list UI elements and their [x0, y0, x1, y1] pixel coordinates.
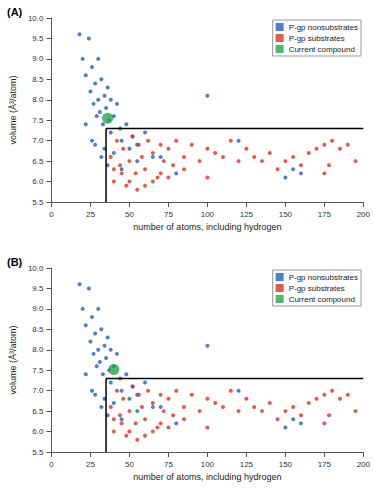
svg-text:Current compound: Current compound [289, 45, 355, 54]
svg-text:6.5: 6.5 [32, 407, 44, 416]
svg-text:(A): (A) [7, 6, 23, 18]
svg-text:100: 100 [201, 460, 215, 469]
svg-text:P-gp substrates: P-gp substrates [289, 34, 345, 43]
svg-text:P-gp nonsubstrates: P-gp nonsubstrates [289, 23, 358, 32]
svg-text:150: 150 [279, 210, 293, 219]
svg-text:175: 175 [318, 460, 332, 469]
svg-text:(B): (B) [7, 256, 23, 268]
svg-text:50: 50 [125, 460, 134, 469]
svg-text:9.5: 9.5 [32, 34, 44, 43]
svg-text:10.0: 10.0 [28, 14, 44, 23]
svg-text:8.0: 8.0 [32, 345, 44, 354]
svg-text:150: 150 [279, 460, 293, 469]
svg-text:P-gp substrates: P-gp substrates [289, 284, 345, 293]
svg-text:6.5: 6.5 [32, 157, 44, 166]
svg-text:7.0: 7.0 [32, 136, 44, 145]
svg-text:9.0: 9.0 [32, 304, 44, 313]
svg-text:Current compound: Current compound [289, 295, 355, 304]
svg-text:7.5: 7.5 [32, 366, 44, 375]
svg-text:25: 25 [86, 460, 95, 469]
svg-text:7.5: 7.5 [32, 116, 44, 125]
svg-text:volume (Å³/atom): volume (Å³/atom) [8, 325, 18, 394]
svg-text:6.0: 6.0 [32, 427, 44, 436]
svg-text:8.0: 8.0 [32, 95, 44, 104]
svg-text:8.5: 8.5 [32, 325, 44, 334]
svg-text:0: 0 [49, 460, 54, 469]
svg-text:9.5: 9.5 [32, 284, 44, 293]
svg-text:number of atoms, including hyd: number of atoms, including hydrogen [133, 222, 281, 232]
svg-text:5.5: 5.5 [32, 448, 44, 457]
svg-text:volume (Å³/atom): volume (Å³/atom) [8, 75, 18, 144]
svg-text:8.5: 8.5 [32, 75, 44, 84]
svg-text:P-gp nonsubstrates: P-gp nonsubstrates [289, 273, 358, 282]
svg-text:125: 125 [240, 460, 254, 469]
svg-text:number of atoms, including hyd: number of atoms, including hydrogen [133, 472, 281, 482]
svg-text:200: 200 [357, 210, 371, 219]
svg-text:75: 75 [164, 210, 173, 219]
svg-text:5.5: 5.5 [32, 198, 44, 207]
svg-text:7.0: 7.0 [32, 386, 44, 395]
svg-text:25: 25 [86, 210, 95, 219]
svg-text:6.0: 6.0 [32, 177, 44, 186]
svg-text:50: 50 [125, 210, 134, 219]
svg-text:200: 200 [357, 460, 371, 469]
svg-text:9.0: 9.0 [32, 54, 44, 63]
svg-text:75: 75 [164, 460, 173, 469]
svg-text:10.0: 10.0 [28, 264, 44, 273]
svg-text:175: 175 [318, 210, 332, 219]
svg-text:100: 100 [201, 210, 215, 219]
svg-text:0: 0 [49, 210, 54, 219]
svg-text:125: 125 [240, 210, 254, 219]
